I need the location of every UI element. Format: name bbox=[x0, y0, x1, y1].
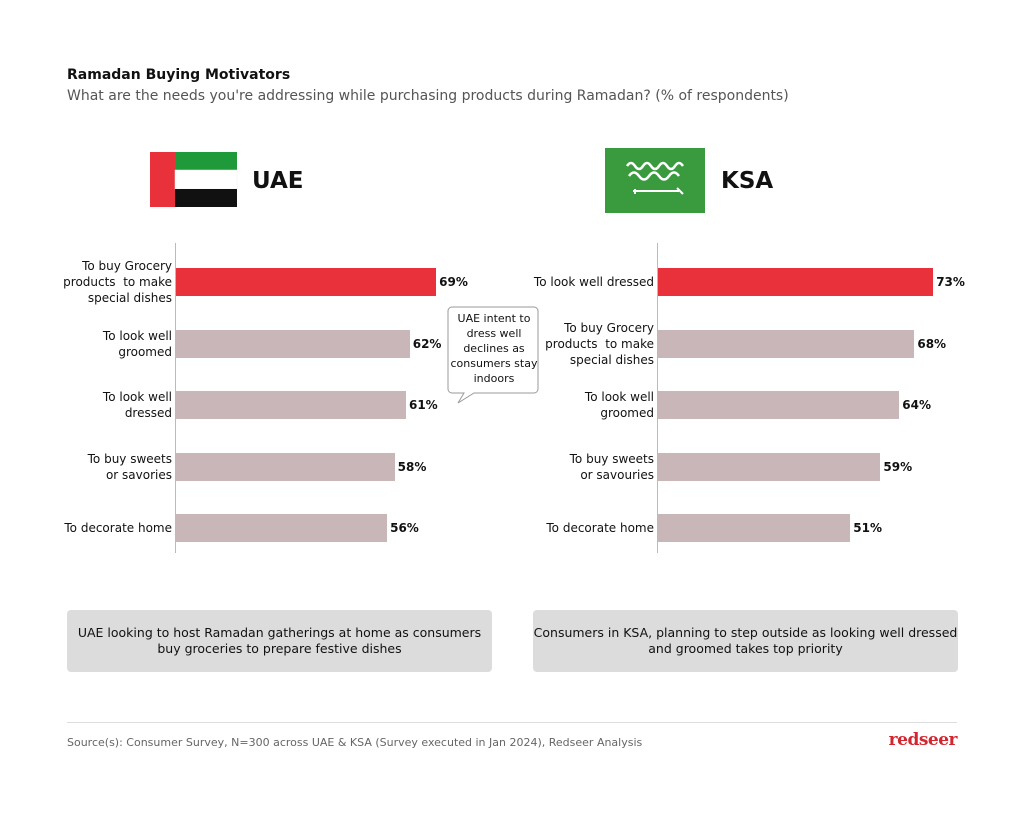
value-label: 61% bbox=[408, 398, 438, 412]
title: Ramadan Buying Motivators bbox=[67, 67, 291, 83]
category-label: To look well groomed bbox=[584, 390, 654, 420]
axis-line bbox=[657, 243, 658, 553]
bar bbox=[658, 453, 881, 481]
value-label: 51% bbox=[853, 521, 882, 535]
divider bbox=[67, 722, 957, 723]
note-box: UAE looking to host Ramadan gatherings a… bbox=[67, 610, 492, 672]
bar bbox=[658, 514, 851, 542]
value-label: 56% bbox=[390, 521, 419, 535]
country-title: UAE bbox=[252, 168, 304, 194]
callout-bubble bbox=[447, 306, 539, 404]
category-label: To look well dressed bbox=[102, 390, 172, 420]
bar bbox=[176, 330, 410, 358]
bar bbox=[176, 514, 388, 542]
ksa-flag bbox=[605, 148, 705, 213]
note-box: Consumers in KSA, planning to step outsi… bbox=[533, 610, 958, 672]
value-label: 58% bbox=[397, 460, 427, 474]
value-label: 62% bbox=[412, 337, 442, 351]
bar bbox=[176, 391, 406, 419]
bar bbox=[658, 391, 900, 419]
source: Source(s): Consumer Survey, N=300 across… bbox=[67, 736, 643, 749]
category-label: To look well groomed bbox=[102, 329, 172, 359]
bar bbox=[658, 268, 934, 296]
value-label: 64% bbox=[902, 398, 931, 412]
category-label: To buy Grocery products to make special … bbox=[545, 321, 654, 367]
value-label: 59% bbox=[883, 460, 913, 474]
country-title: KSA bbox=[721, 168, 774, 194]
category-label: To look well dressed bbox=[533, 275, 654, 289]
value-label: 69% bbox=[439, 275, 468, 289]
axis-line bbox=[175, 243, 176, 553]
uae-flag bbox=[150, 152, 238, 207]
category-label: To buy Grocery products to make special … bbox=[63, 259, 172, 305]
category-label: To decorate home bbox=[546, 521, 654, 535]
category-label: To decorate home bbox=[64, 521, 172, 535]
value-label: 73% bbox=[936, 275, 965, 289]
value-label: 68% bbox=[917, 337, 947, 351]
category-label: To buy sweets or savouries bbox=[569, 452, 654, 482]
callout-text: UAE intent to dress well declines as con… bbox=[450, 312, 538, 385]
bar bbox=[176, 453, 395, 481]
category-label: To buy sweets or savories bbox=[87, 452, 172, 482]
bar bbox=[176, 268, 437, 296]
brand-logo: redseer bbox=[888, 730, 958, 750]
subtitle: What are the needs you're addressing whi… bbox=[67, 88, 789, 104]
bar bbox=[658, 330, 915, 358]
